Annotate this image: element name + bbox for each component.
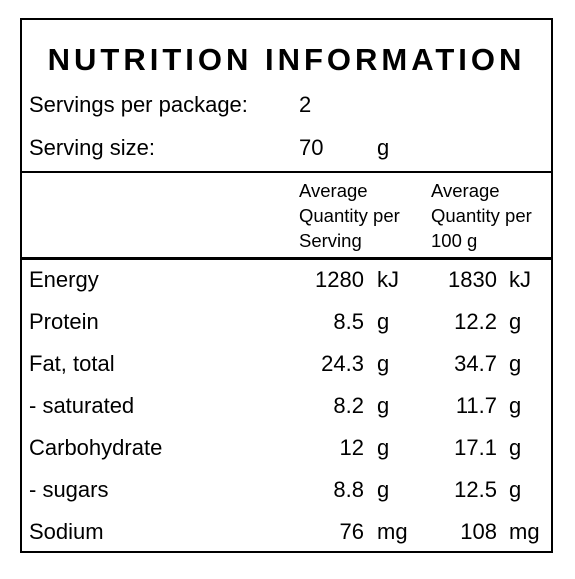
serving-size-label: Serving size:: [29, 135, 155, 160]
per-serving-unit: kJ: [377, 267, 399, 292]
per-serving-unit: g: [377, 393, 390, 418]
per-100g-value: 34.7: [454, 351, 497, 376]
nutrition-panel: NUTRITION INFORMATION Servings per packa…: [20, 18, 553, 553]
nutrient-row-sugars: - sugars 8.8 g 12.5 g: [22, 474, 551, 506]
nutrient-name: Energy: [29, 267, 99, 292]
column-header-line: Serving: [299, 230, 362, 251]
per-100g-value: 12.2: [454, 309, 497, 334]
nutrient-row-energy: Energy 1280 kJ 1830 kJ: [22, 264, 551, 296]
nutrient-row-saturated: - saturated 8.2 g 11.7 g: [22, 390, 551, 422]
per-serving-unit: mg: [377, 519, 408, 544]
column-header-line: Average: [299, 180, 368, 201]
column-header-line: Average: [431, 180, 500, 201]
per-100g-value: 12.5: [454, 477, 497, 502]
per-serving-value: 1280: [315, 267, 364, 292]
per-100g-unit: g: [509, 393, 522, 418]
column-header-per-serving: Average Quantity per Serving: [299, 178, 400, 253]
per-100g-value: 108: [460, 519, 497, 544]
per-serving-value: 12: [339, 435, 364, 460]
serving-size-unit: g: [377, 135, 390, 160]
nutrient-name: Fat, total: [29, 351, 115, 376]
panel-title: NUTRITION INFORMATION: [47, 42, 526, 77]
nutrient-name: - saturated: [29, 393, 135, 418]
nutrient-row-protein: Protein 8.5 g 12.2 g: [22, 306, 551, 338]
per-100g-value: 1830: [448, 267, 497, 292]
nutrient-row-sodium: Sodium 76 mg 108 mg: [22, 516, 551, 548]
header-divider: [22, 171, 551, 173]
column-header-per-100g: Average Quantity per 100 g: [431, 178, 532, 253]
per-100g-value: 17.1: [454, 435, 497, 460]
servings-row: Servings per package: 2: [22, 90, 551, 120]
per-100g-unit: mg: [509, 519, 540, 544]
per-serving-value: 8.2: [333, 393, 364, 418]
nutrient-name: Carbohydrate: [29, 435, 163, 460]
column-header-line: Quantity per: [299, 205, 400, 226]
per-100g-unit: kJ: [509, 267, 531, 292]
nutrient-name: - sugars: [29, 477, 109, 502]
per-serving-value: 76: [339, 519, 364, 544]
per-serving-unit: g: [377, 351, 390, 376]
servings-label: Servings per package:: [29, 92, 248, 117]
per-serving-value: 8.5: [333, 309, 364, 334]
column-header-line: 100 g: [431, 230, 478, 251]
per-serving-unit: g: [377, 435, 390, 460]
per-serving-value: 8.8: [333, 477, 364, 502]
nutrient-name: Protein: [29, 309, 99, 334]
nutrient-name: Sodium: [29, 519, 104, 544]
column-header-line: Quantity per: [431, 205, 532, 226]
nutrient-row-fat-total: Fat, total 24.3 g 34.7 g: [22, 348, 551, 380]
per-100g-value: 11.7: [455, 393, 497, 418]
nutrient-row-carbohydrate: Carbohydrate 12 g 17.1 g: [22, 432, 551, 464]
serving-size-row: Serving size: 70 g: [22, 133, 551, 163]
per-serving-unit: g: [377, 309, 390, 334]
table-divider: [22, 257, 551, 260]
per-serving-value: 24.3: [321, 351, 364, 376]
servings-value: 2: [299, 92, 312, 117]
per-100g-unit: g: [509, 435, 522, 460]
per-100g-unit: g: [509, 309, 522, 334]
per-serving-unit: g: [377, 477, 390, 502]
per-100g-unit: g: [509, 351, 522, 376]
serving-size-value: 70: [299, 135, 324, 160]
per-100g-unit: g: [509, 477, 522, 502]
